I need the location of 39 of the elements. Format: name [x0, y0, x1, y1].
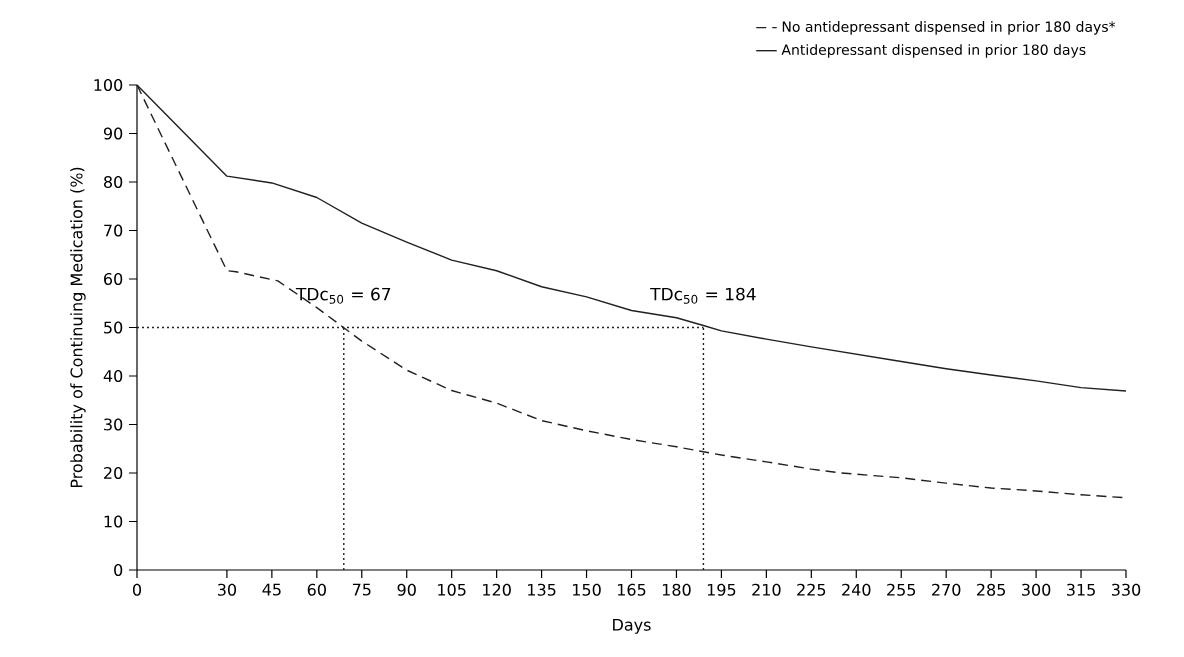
y-tick-label: 70: [104, 224, 123, 237]
x-tick-label: 120: [483, 583, 511, 596]
annotation: TDc$_{50}$ = 67: [295, 287, 391, 304]
annotation: TDc$_{50}$ = 184: [650, 287, 756, 304]
y-axis-title: Probability of Continuing Medication (%): [70, 167, 86, 488]
x-tick-label: 180: [662, 583, 691, 596]
x-tick-label: 135: [528, 583, 556, 596]
x-tick-label: 195: [707, 583, 736, 596]
x-tick-label: 90: [397, 583, 416, 596]
x-tick-label: 285: [977, 583, 1005, 596]
x-tick-label: 60: [307, 583, 326, 596]
x-tick-label: 300: [1022, 583, 1051, 596]
y-tick-label: 60: [104, 272, 123, 286]
y-tick-label: 30: [104, 418, 123, 431]
x-tick-label: 45: [262, 583, 281, 596]
x-tick-label: 165: [617, 583, 646, 596]
x-axis-title: Days: [613, 618, 651, 634]
x-tick-label: 315: [1067, 583, 1095, 596]
x-tick-label: 255: [887, 583, 916, 596]
x-tick-label: 30: [217, 583, 237, 596]
y-tick-label: 90: [103, 127, 123, 140]
y-tick-label: 10: [104, 515, 123, 528]
x-tick-label: 150: [573, 583, 601, 596]
x-tick-label: 105: [438, 583, 466, 596]
y-tick-label: 0: [114, 563, 123, 577]
y-tick-label: 40: [103, 369, 123, 383]
y-tick-label: 20: [104, 466, 123, 480]
x-tick-label: 225: [797, 583, 826, 596]
legend-label: Antidepressant dispensed in prior 180 days: [781, 44, 1086, 58]
x-tick-label: 0: [132, 583, 142, 596]
x-tick-label: 270: [932, 583, 961, 596]
y-tick-label: 80: [104, 175, 123, 189]
y-tick-label: 50: [104, 321, 123, 334]
legend-label: No antidepressant dispensed in prior 180 days*: [782, 21, 1116, 35]
x-tick-label: 75: [352, 583, 371, 596]
y-tick-label: 100: [94, 78, 123, 92]
x-tick-label: 330: [1111, 583, 1141, 596]
x-tick-label: 240: [842, 583, 871, 596]
x-tick-label: 210: [752, 583, 781, 596]
